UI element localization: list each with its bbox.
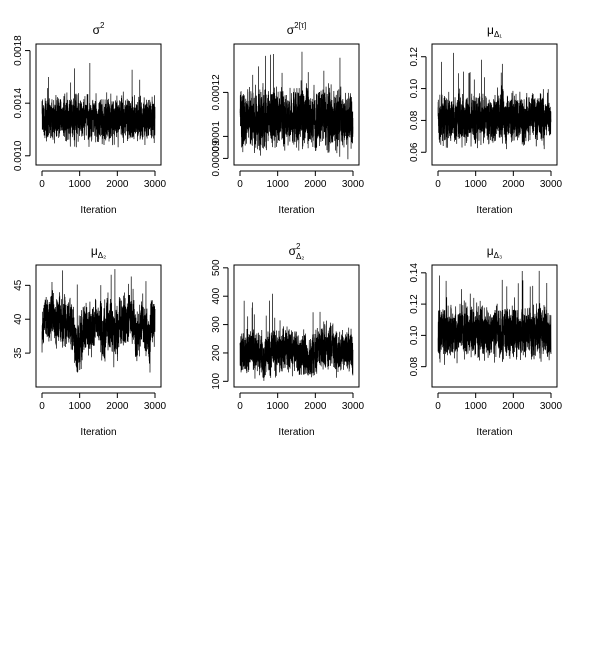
- y-tick-label: 0.08: [409, 110, 420, 130]
- plot-frame: [431, 264, 558, 388]
- x-tick-label: 0: [237, 401, 243, 412]
- y-tick-label: 0.00012: [211, 74, 222, 111]
- trace-line: [239, 51, 354, 160]
- x-axis-label: Iteration: [80, 205, 116, 216]
- x-tick-label: 2000: [106, 179, 129, 190]
- trace-line: [437, 270, 552, 365]
- x-axis-label: Iteration: [278, 427, 314, 438]
- y-tick-label: 0.12: [409, 47, 420, 67]
- y-tick-label: 300: [211, 316, 222, 333]
- x-tick-label: 0: [435, 179, 441, 190]
- plot-title: μΔ₂: [91, 244, 106, 260]
- y-tick-label: 200: [211, 344, 222, 361]
- y-tick-label: 500: [211, 259, 222, 276]
- x-tick-label: 1000: [69, 401, 92, 412]
- plot-frame: [233, 264, 360, 388]
- y-tick-label: 0.10: [409, 78, 420, 98]
- y-tick-label: 0.0018: [13, 35, 24, 66]
- y-tick-label: 0.0014: [13, 87, 24, 118]
- x-tick-label: 2000: [502, 179, 525, 190]
- trace-line: [41, 269, 156, 373]
- y-tick-label: 0.00009: [211, 140, 222, 177]
- x-axis-label: Iteration: [80, 427, 116, 438]
- plot-title: σ2[τ]: [287, 21, 306, 37]
- x-tick-label: 0: [39, 401, 45, 412]
- x-tick-label: 3000: [540, 179, 563, 190]
- plot-frame: [35, 264, 162, 388]
- x-axis-label: Iteration: [476, 427, 512, 438]
- y-tick-label: 0.06: [409, 142, 420, 162]
- y-tick-label: 35: [13, 347, 24, 359]
- y-tick-label: 0.0001: [211, 121, 222, 152]
- x-tick-label: 0: [39, 179, 45, 190]
- plot-frame: [431, 43, 558, 166]
- x-tick-label: 3000: [144, 179, 167, 190]
- x-tick-label: 1000: [267, 401, 290, 412]
- plot-frame: [35, 43, 162, 166]
- x-tick-label: 3000: [342, 179, 365, 190]
- x-tick-label: 2000: [304, 401, 327, 412]
- x-tick-label: 1000: [69, 179, 92, 190]
- y-tick-label: 0.10: [409, 325, 420, 345]
- plot-title: σ2: [93, 21, 105, 37]
- panel-1: σ2 0 1000 2000 3000 0.0010 0.0014 0.0018 Iterati…: [13, 21, 167, 216]
- x-tick-label: 0: [435, 401, 441, 412]
- x-tick-label: 0: [237, 179, 243, 190]
- panel-3: μΔ₁ 0 1000 2000 3000 0.06 0.08 0.10 0.12 Iteratio…: [409, 23, 563, 216]
- x-axis-label: Iteration: [278, 205, 314, 216]
- y-tick-label: 0.12: [409, 294, 420, 314]
- y-tick-label: 400: [211, 287, 222, 304]
- trace-line: [437, 52, 552, 150]
- panel-4: μΔ₂ 0 1000 2000 3000 35 40 45 Iteration: [13, 244, 167, 438]
- y-tick-label: 100: [211, 373, 222, 390]
- plot-title: μΔ₁: [487, 23, 502, 39]
- x-tick-label: 2000: [502, 401, 525, 412]
- x-tick-label: 2000: [106, 401, 129, 412]
- panel-5: σ2 Δ₂ 0 1000 2000 3000 100 200 300 400 500 Iteratio…: [211, 242, 365, 438]
- y-tick-label: 0.08: [409, 356, 420, 376]
- x-tick-label: 1000: [267, 179, 290, 190]
- x-tick-label: 2000: [304, 179, 327, 190]
- y-tick-label: 40: [13, 313, 24, 325]
- x-tick-label: 3000: [540, 401, 563, 412]
- trace-line: [41, 62, 156, 148]
- x-tick-label: 3000: [342, 401, 365, 412]
- plot-title: σ2 Δ₂: [289, 242, 305, 261]
- y-tick-label: 45: [13, 279, 24, 291]
- x-tick-label: 3000: [144, 401, 167, 412]
- y-tick-label: 0.14: [409, 263, 420, 283]
- trace-line: [239, 293, 354, 381]
- panel-6: μΔ₃ 0 1000 2000 3000 0.08 0.10 0.12 0.14 Iteratio…: [409, 244, 563, 438]
- x-tick-label: 1000: [465, 179, 488, 190]
- plot-frame: [233, 43, 360, 166]
- x-axis-label: Iteration: [476, 205, 512, 216]
- plot-title: μΔ₃: [487, 244, 503, 260]
- x-tick-label: 1000: [465, 401, 488, 412]
- y-tick-label: 0.0010: [13, 140, 24, 171]
